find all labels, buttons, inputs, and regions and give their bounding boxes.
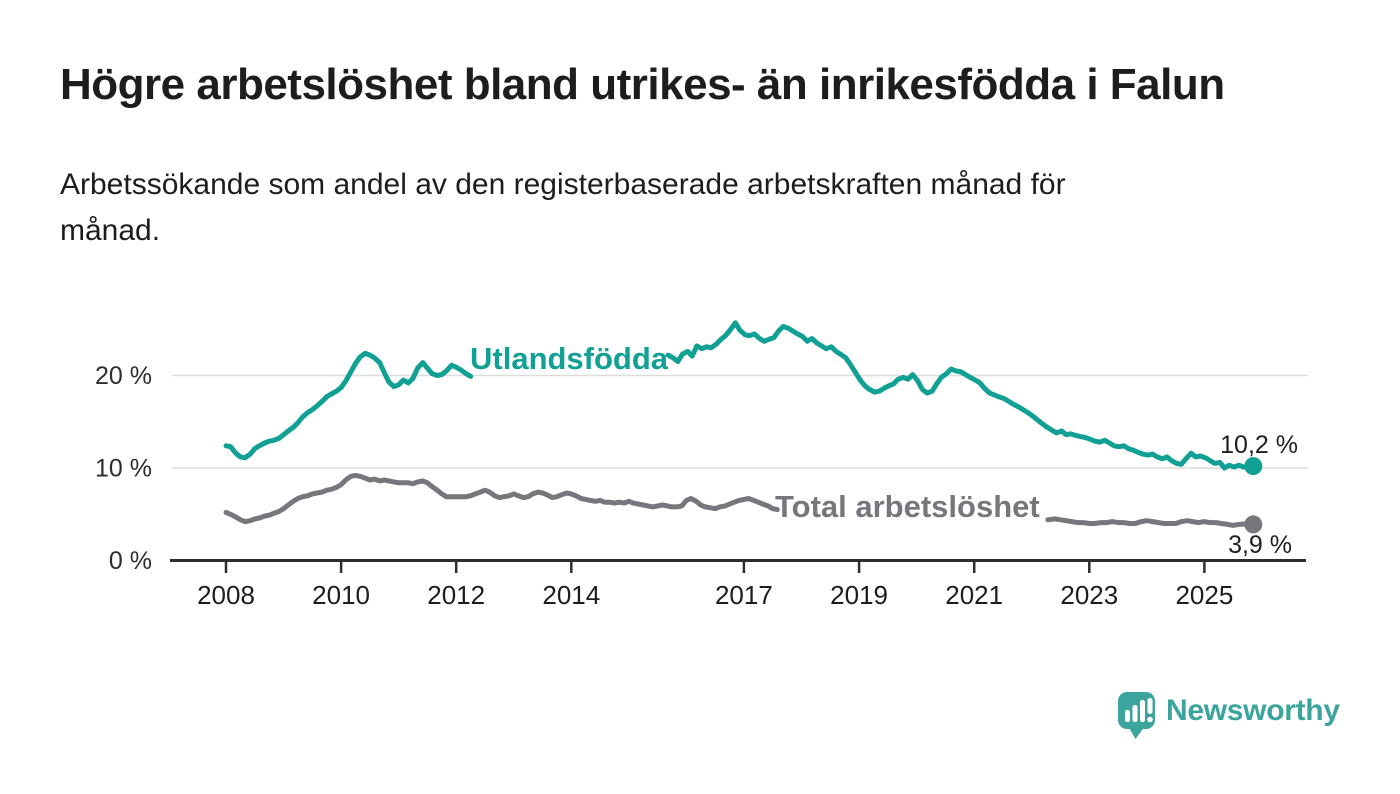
logo-exclamation-dot (1147, 716, 1153, 723)
chart-subtitle-line-2: månad. (60, 214, 161, 247)
total-line-segment-2 (1045, 516, 1256, 528)
x-label-2025: 2025 (1175, 580, 1233, 610)
total-end-dot (1244, 515, 1263, 534)
y-axis-labels: 20 % 10 % 0 % (95, 362, 152, 575)
x-label-2017: 2017 (715, 580, 773, 610)
logo-bar-1 (1125, 710, 1130, 722)
logo-bar-3 (1140, 700, 1145, 722)
chart-subtitle: Arbetssökande som andel av den registerb… (60, 162, 1360, 254)
page-title: Högre arbetslöshet bland utrikes- än inr… (60, 60, 1225, 109)
newsworthy-logo: Newsworthy (1118, 692, 1341, 739)
x-label-2021: 2021 (945, 580, 1003, 610)
utlandsfodda-line-segment-1 (223, 350, 474, 461)
x-label-2023: 2023 (1060, 580, 1118, 610)
y-label-0pct: 0 % (109, 547, 152, 575)
utlandsfodda-end-value-label: 10,2 % (1220, 431, 1298, 459)
x-label-2012: 2012 (427, 580, 485, 610)
x-axis-labels: 2008 2010 2012 2014 2017 2019 2021 2023 … (197, 580, 1233, 610)
logo-exclamation-bar (1147, 698, 1153, 714)
y-label-10pct: 10 % (95, 455, 152, 483)
total-end-value-label: 3,9 % (1228, 531, 1292, 559)
x-label-2010: 2010 (312, 580, 370, 610)
logo-bar-2 (1132, 705, 1138, 722)
utlandsfodda-end-dot (1244, 457, 1263, 476)
x-label-2014: 2014 (542, 580, 600, 610)
y-gridlines (172, 374, 1308, 469)
chart-subtitle-line-1: Arbetssökande som andel av den registerb… (60, 168, 1066, 201)
y-label-20pct: 20 % (95, 362, 152, 390)
newsworthy-logo-icon (1118, 692, 1155, 739)
x-axis-ticks (224, 562, 1206, 573)
total-series-label: Total arbetslöshet (775, 489, 1040, 524)
newsworthy-wordmark: Newsworthy (1166, 694, 1340, 727)
logo-bubble-tail (1128, 726, 1145, 739)
utlandsfodda-line-segment-2 (665, 320, 1256, 471)
total-line-segment-1 (223, 472, 780, 525)
x-label-2008: 2008 (197, 580, 255, 610)
utlandsfodda-series-label: Utlandsfödda (470, 341, 669, 376)
x-label-2019: 2019 (830, 580, 888, 610)
